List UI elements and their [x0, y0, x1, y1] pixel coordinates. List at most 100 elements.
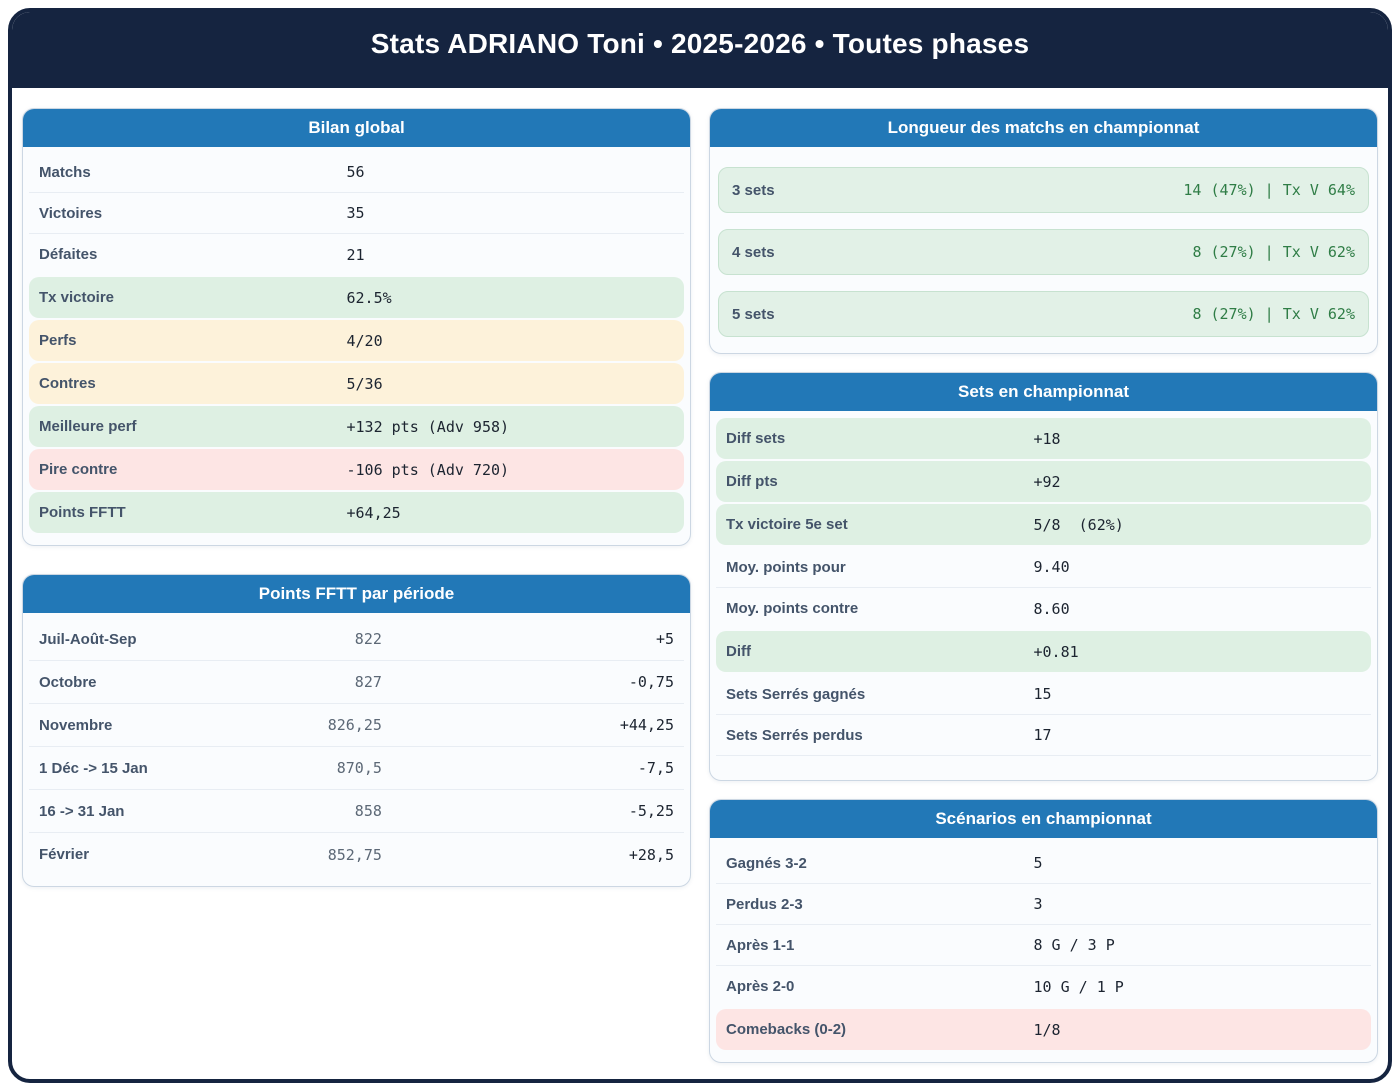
stat-label: Diff sets	[726, 430, 786, 447]
stat-value: -106 pts (Adv 720)	[346, 460, 510, 479]
stat-row-diff-pts: Diff pts +92	[716, 461, 1371, 502]
periode-points: 852,75	[327, 845, 382, 864]
stat-label: Victoires	[39, 204, 103, 222]
stat-row-comebacks-0-2: Comebacks (0-2) 1/8	[716, 1009, 1371, 1050]
panel-bilan-global-body: Matchs 56 Victoires 35 Défaites 21 Tx	[23, 147, 690, 545]
periode-row-dec-jan: 1 Déc -> 15 Jan 870,5 -7,5	[29, 747, 684, 790]
periode-label: Juil-Août-Sep	[39, 630, 137, 648]
stat-label: Tx victoire	[39, 289, 115, 306]
stat-label: Contres	[39, 375, 96, 392]
stat-value: 17	[1033, 726, 1052, 744]
longueur-value: 8 (27%) | Tx V 62%	[1192, 305, 1355, 323]
right-column: Longueur des matchs en championnat 3 set…	[709, 108, 1378, 1063]
stat-label: Moy. points pour	[726, 558, 846, 576]
stat-row-sets-serres-perdus: Sets Serrés perdus 17	[716, 715, 1371, 756]
stat-label: Pire contre	[39, 461, 118, 478]
stat-row-meilleure-perf: Meilleure perf +132 pts (Adv 958)	[29, 406, 684, 447]
longueur-value: 8 (27%) | Tx V 62%	[1192, 243, 1355, 261]
panel-scenarios-championnat: Scénarios en championnat Gagnés 3-2 5 Pe…	[709, 799, 1378, 1063]
periode-label: Octobre	[39, 673, 97, 691]
content-area: Bilan global Matchs 56 Victoires 35 Défa…	[12, 88, 1388, 1079]
panel-points-periode-body: Juil-Août-Sep 822 +5 Octobre 827 -0,75 N…	[23, 613, 690, 886]
longueur-row-5-sets: 5 sets 8 (27%) | Tx V 62%	[718, 291, 1369, 337]
longueur-label: 5 sets	[732, 305, 775, 323]
stat-row-tx-victoire-5e-set: Tx victoire 5e set 5/8 (62%)	[716, 504, 1371, 545]
panel-points-periode: Points FFTT par période Juil-Août-Sep 82…	[22, 574, 691, 887]
periode-points: 826,25	[327, 716, 382, 734]
stat-label: Défaites	[39, 246, 98, 263]
stat-label: Meilleure perf	[39, 418, 137, 435]
periode-delta: -5,25	[628, 802, 674, 820]
stat-label: Comebacks (0-2)	[726, 1021, 847, 1038]
stat-label: Moy. points contre	[726, 600, 859, 617]
stat-value: 56	[346, 163, 365, 181]
panel-sets-championnat: Sets en championnat Diff sets +18 Diff p…	[709, 372, 1378, 781]
stat-value: +132 pts (Adv 958)	[346, 417, 510, 436]
longueur-row-3-sets: 3 sets 14 (47%) | Tx V 64%	[718, 167, 1369, 213]
panel-scenarios-championnat-body: Gagnés 3-2 5 Perdus 2-3 3 Après 1-1 8 G …	[710, 838, 1377, 1062]
stat-label: Sets Serrés perdus	[726, 726, 863, 744]
stat-value: +92	[1033, 472, 1061, 491]
stat-value: 5/36	[346, 374, 383, 393]
panel-longueur-matchs-title: Longueur des matchs en championnat	[710, 109, 1377, 147]
stat-label: Après 2-0	[726, 978, 795, 995]
stat-row-diff: Diff +0.81	[716, 631, 1371, 672]
stat-row-gagnes-3-2: Gagnés 3-2 5	[716, 843, 1371, 884]
panel-sets-championnat-body: Diff sets +18 Diff pts +92 Tx victoire 5…	[710, 411, 1377, 780]
stat-label: Perdus 2-3	[726, 895, 803, 913]
panel-scenarios-championnat-title: Scénarios en championnat	[710, 800, 1377, 838]
periode-row-octobre: Octobre 827 -0,75	[29, 661, 684, 704]
stat-label: Diff pts	[726, 473, 778, 490]
stat-value: 3	[1033, 895, 1043, 913]
stat-row-matchs: Matchs 56	[29, 152, 684, 193]
stat-value: 5	[1033, 854, 1043, 872]
periode-label: Février	[39, 846, 90, 863]
stat-value: 8.60	[1033, 599, 1070, 618]
periode-row-novembre: Novembre 826,25 +44,25	[29, 704, 684, 747]
longueur-row-4-sets: 4 sets 8 (27%) | Tx V 62%	[718, 229, 1369, 275]
stat-value: +18	[1033, 429, 1061, 448]
stat-label: Tx victoire 5e set	[726, 516, 848, 533]
stat-label: Diff	[726, 643, 751, 660]
stat-row-moy-points-contre: Moy. points contre 8.60	[716, 588, 1371, 629]
stat-row-apres-2-0: Après 2-0 10 G / 1 P	[716, 966, 1371, 1007]
panel-bilan-global: Bilan global Matchs 56 Victoires 35 Défa…	[22, 108, 691, 546]
periode-delta: -0,75	[628, 673, 674, 691]
periode-row-16-31-jan: 16 -> 31 Jan 858 -5,25	[29, 790, 684, 833]
stat-value: 62.5%	[346, 288, 392, 307]
periode-label: 1 Déc -> 15 Jan	[39, 759, 148, 777]
title-banner: Stats ADRIANO Toni • 2025-2026 • Toutes …	[12, 12, 1388, 88]
stat-label: Après 1-1	[726, 936, 795, 954]
periode-points: 827	[354, 673, 382, 691]
stat-row-apres-1-1: Après 1-1 8 G / 3 P	[716, 925, 1371, 966]
periode-delta: -7,5	[637, 759, 674, 777]
periode-label: 16 -> 31 Jan	[39, 802, 125, 820]
panel-longueur-matchs-body: 3 sets 14 (47%) | Tx V 64% 4 sets 8 (27%…	[710, 147, 1377, 353]
longueur-label: 3 sets	[732, 181, 775, 199]
stat-label: Sets Serrés gagnés	[726, 685, 866, 703]
stat-value: 8 G / 3 P	[1033, 936, 1115, 954]
stat-value: 10 G / 1 P	[1033, 977, 1124, 996]
stat-value: 15	[1033, 685, 1052, 703]
stat-value: 21	[346, 245, 365, 264]
stat-row-contres: Contres 5/36	[29, 363, 684, 404]
stat-row-pire-contre: Pire contre -106 pts (Adv 720)	[29, 449, 684, 490]
page-title: Stats ADRIANO Toni • 2025-2026 • Toutes …	[370, 28, 1030, 59]
stat-value: 1/8	[1033, 1020, 1061, 1039]
periode-points: 870,5	[336, 759, 382, 777]
stat-value: 5/8 (62%)	[1033, 515, 1124, 534]
periode-row-juil-aout-sep: Juil-Août-Sep 822 +5	[29, 618, 684, 661]
periode-row-fevrier: Février 852,75 +28,5	[29, 833, 684, 876]
stat-row-perdus-2-3: Perdus 2-3 3	[716, 884, 1371, 925]
longueur-value: 14 (47%) | Tx V 64%	[1183, 181, 1355, 199]
stat-value: 35	[346, 204, 365, 222]
left-column: Bilan global Matchs 56 Victoires 35 Défa…	[22, 108, 691, 887]
panel-bottom-spacer	[716, 756, 1371, 770]
periode-delta: +5	[655, 630, 674, 648]
panel-bilan-global-title: Bilan global	[23, 109, 690, 147]
periode-points: 858	[354, 802, 382, 820]
stat-row-moy-points-pour: Moy. points pour 9.40	[716, 547, 1371, 588]
periode-delta: +44,25	[619, 716, 674, 734]
periode-delta: +28,5	[628, 845, 674, 864]
